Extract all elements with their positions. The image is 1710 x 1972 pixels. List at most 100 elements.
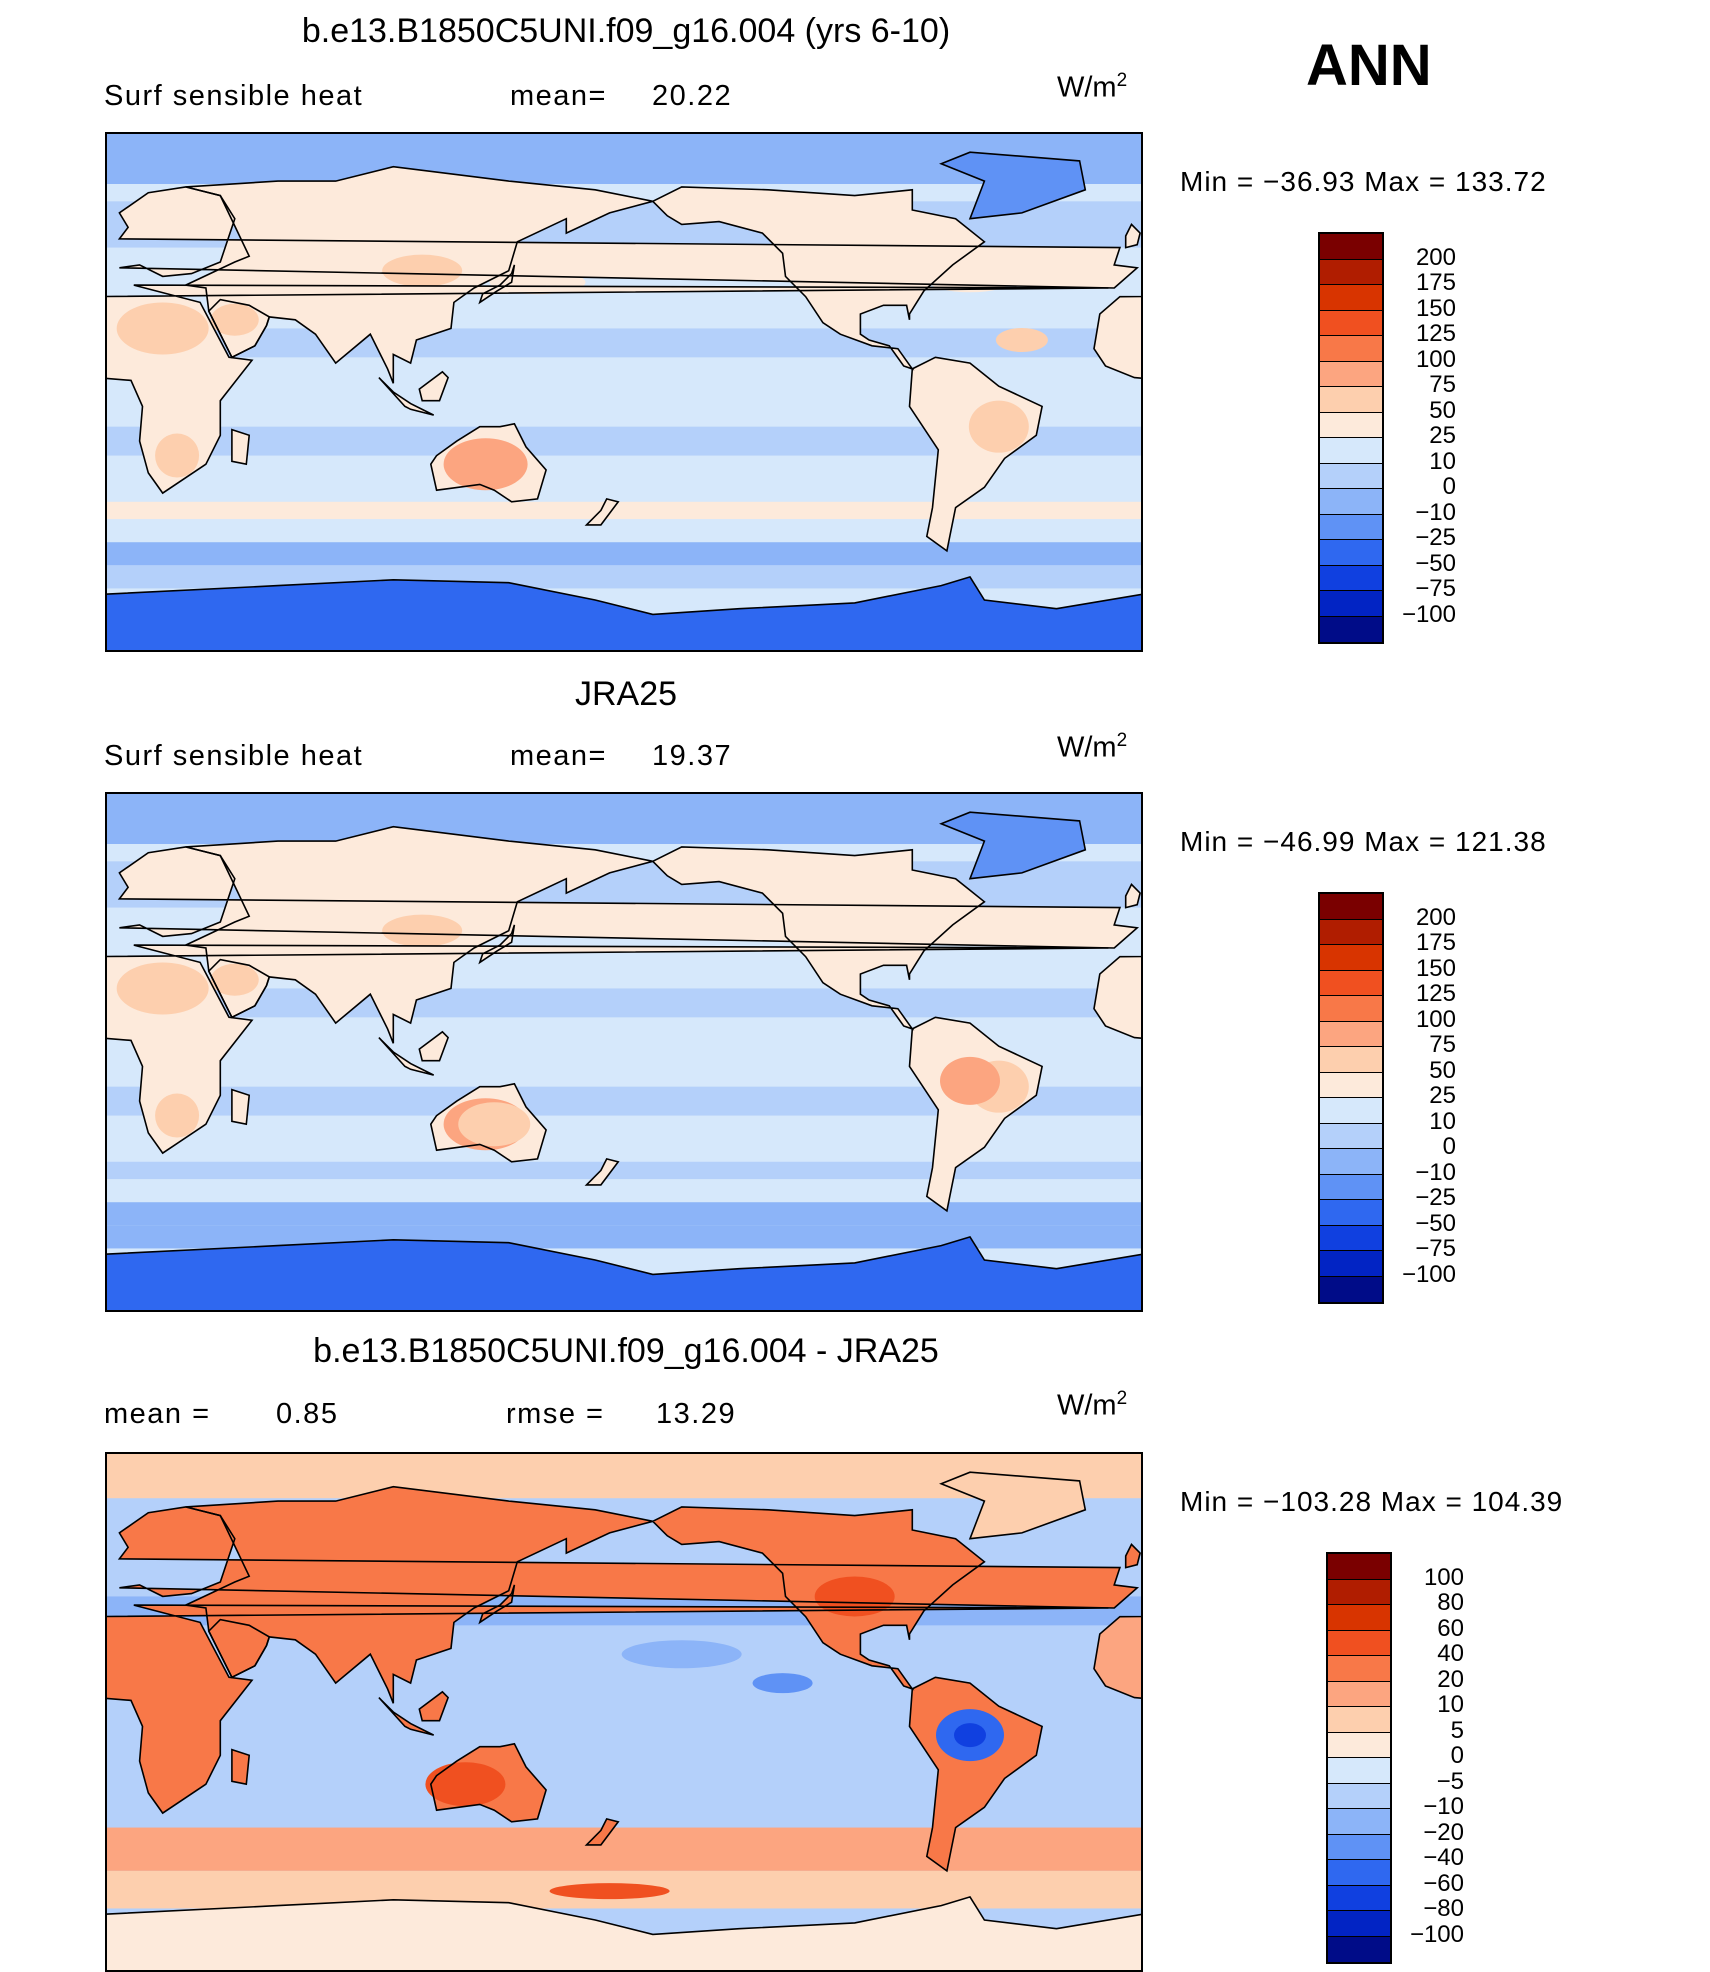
colorbar-tick-label: −80 <box>1423 1895 1464 1922</box>
coastline <box>231 1088 251 1126</box>
colorbar-tick-label: 0 <box>1450 1742 1464 1769</box>
colorbar-segment <box>1328 1656 1390 1682</box>
colorbar-tick-label: −50 <box>1415 1209 1456 1237</box>
southern-ocean-band <box>105 1202 1143 1226</box>
colorbar-segment <box>1328 1911 1390 1937</box>
coastline <box>378 1037 435 1076</box>
panel-3-title: b.e13.B1850C5UNI.f09_g16.004 - JRA25 <box>313 1332 939 1370</box>
land-asia <box>185 1486 653 1704</box>
coastline <box>651 186 986 371</box>
land-namerica <box>652 846 985 1029</box>
field-anomaly <box>210 303 259 336</box>
coastline <box>1124 223 1141 249</box>
colorbar-segment <box>1320 387 1382 413</box>
land-africa-wrap <box>1094 956 1143 1039</box>
colorbar-tick-label: −10 <box>1423 1793 1464 1820</box>
coastline <box>584 497 620 526</box>
field-anomaly <box>155 1093 200 1138</box>
colorbar-tick-label: 20 <box>1437 1665 1464 1693</box>
panel-3-minmax: Min = −103.28 Max = 104.39 <box>1180 1486 1564 1517</box>
australia-positive-anomaly <box>425 1762 506 1807</box>
map-frame <box>105 132 1143 652</box>
field-anomaly <box>116 962 209 1015</box>
colorbar-tick-label: 75 <box>1429 371 1456 398</box>
coastline <box>429 422 547 503</box>
colorbar-tick-label: 100 <box>1423 1563 1464 1591</box>
colorbar-segment <box>1328 1630 1390 1656</box>
colorbar-segment <box>1320 438 1382 464</box>
colorbar-segment <box>1320 336 1382 362</box>
colorbar-tick-label: −100 <box>1401 1260 1456 1288</box>
land-madagascar <box>231 1089 250 1125</box>
colorbar-segment <box>1320 1251 1382 1277</box>
colorbar-segment <box>1320 259 1382 285</box>
colorbar-segment <box>1320 591 1382 617</box>
field-anomaly <box>968 400 1029 453</box>
pacific-negative-anomaly <box>621 1640 742 1669</box>
land-nz <box>586 498 619 525</box>
colorbar-tick-label: −75 <box>1415 575 1456 602</box>
coastline <box>418 1690 450 1722</box>
colorbar-segment <box>1320 996 1382 1022</box>
coastline <box>651 846 986 1031</box>
colorbar-segment <box>1320 234 1382 260</box>
colorbar-segment <box>1320 1225 1382 1251</box>
colorbar-segment <box>1320 919 1382 945</box>
colorbar-tick-label: 25 <box>1429 422 1456 449</box>
panel-3-mean-value: 0.85 <box>276 1398 339 1430</box>
colorbar-segment <box>1320 412 1382 438</box>
colorbar-tick-label: −10 <box>1415 498 1456 526</box>
tropical-band <box>105 988 1143 1018</box>
field-anomaly <box>940 1056 1000 1105</box>
colorbar-tick-label: 0 <box>1442 1133 1456 1160</box>
colorbar-segment <box>1320 489 1382 515</box>
coastline-antarctic <box>105 575 1143 616</box>
coastline <box>378 377 435 416</box>
coastline <box>908 1676 1044 1873</box>
coastline <box>429 1742 547 1823</box>
tropical-band <box>105 328 1143 358</box>
panel-2-map <box>105 792 1143 1312</box>
coastline <box>105 284 1109 495</box>
coastline <box>584 1817 620 1846</box>
colorbar-segment <box>1320 616 1382 642</box>
diff-southern-band <box>105 1827 1143 1871</box>
colorbar-tick-label: 100 <box>1415 1005 1456 1033</box>
colorbar-segment <box>1328 1579 1390 1605</box>
coastline <box>105 944 1109 1155</box>
colorbar-segment <box>1320 1098 1382 1124</box>
colorbar-segment <box>1320 1072 1382 1098</box>
colorbar-segment <box>1320 1123 1382 1149</box>
colorbar-tick-label: 200 <box>1415 243 1456 271</box>
coastline <box>1093 295 1143 380</box>
coastline <box>584 1157 620 1186</box>
panel-3-rmse-label: rmse = <box>506 1398 605 1430</box>
field-anomaly <box>155 433 200 478</box>
season-label: ANN <box>1306 33 1432 98</box>
panel-3-rmse-value: 13.29 <box>656 1398 737 1430</box>
southern-band <box>105 501 1143 520</box>
southern-positive-anomaly <box>549 1883 670 1900</box>
coastline <box>1124 1543 1141 1569</box>
coastline-antarctic <box>105 1235 1143 1276</box>
colorbar-tick-label: 10 <box>1437 1691 1464 1718</box>
southern-ocean-band-2 <box>105 1225 1143 1249</box>
colorbar-segment <box>1328 1758 1390 1784</box>
coastline <box>182 825 654 1044</box>
colorbar-segment <box>1328 1605 1390 1631</box>
field-anomaly <box>382 254 463 287</box>
panel-1-variable: Surf sensible heat <box>104 80 364 112</box>
colorbar-tick-label: −10 <box>1415 1158 1456 1186</box>
land-namerica <box>652 186 985 369</box>
colorbar-tick-label: 75 <box>1429 1031 1456 1058</box>
colorbar-tick-label: −25 <box>1415 1184 1456 1211</box>
colorbar-tick-label: 125 <box>1415 320 1456 347</box>
colorbar-segment <box>1320 463 1382 489</box>
colorbar-segment <box>1328 1707 1390 1733</box>
colorbar-segment <box>1320 945 1382 971</box>
panel-1-mean-value: 20.22 <box>652 80 733 112</box>
coastline <box>478 264 516 305</box>
colorbar-segment <box>1320 1047 1382 1073</box>
colorbar-tick-label: 25 <box>1429 1082 1456 1109</box>
colorbar-segment <box>1320 1200 1382 1226</box>
